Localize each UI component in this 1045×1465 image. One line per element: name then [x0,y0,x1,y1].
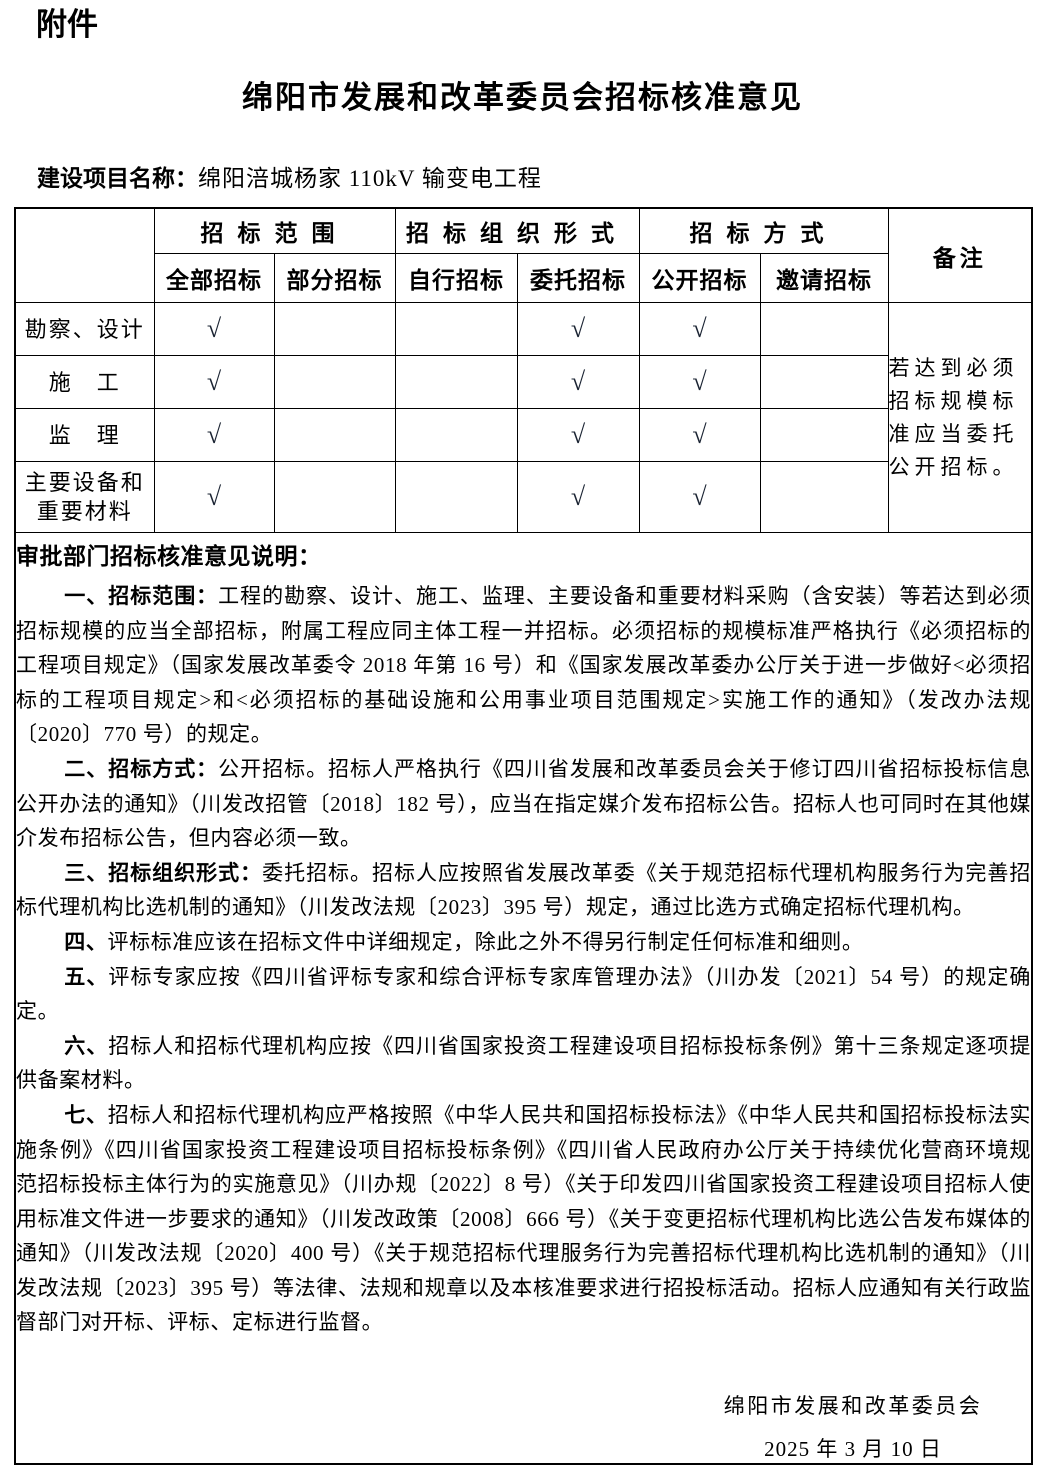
check-cell [273,461,396,533]
notes-heading: 审批部门招标核准意见说明： [16,543,322,569]
note-lead: 六、 [64,1033,109,1058]
check-cell: √ [153,355,275,409]
check-cell [394,408,518,462]
check-cell: √ [638,408,761,462]
check-cell: √ [638,302,761,356]
notes-row: 审批部门招标核准意见说明： 一、招标范围：工程的勘察、设计、施工、监理、主要设备… [14,532,1033,1465]
table-group-header-row: 招标范围 招标组织形式 招标方式 备注 [14,207,1033,303]
remark-header: 备注 [887,207,1033,303]
check-cell [273,302,396,356]
approval-table: 招标范围 招标组织形式 招标方式 备注 全部招标 部分招标 自行招标 委托招标 … [14,207,1033,1465]
sub-header-invited-bidding: 邀请招标 [759,253,889,303]
check-cell [394,302,518,356]
check-cell [273,408,396,462]
check-cell [759,355,889,409]
note-text: 招标人和招标代理机构应按《四川省国家投资工程建设项目招标投标条例》第十三条规定逐… [16,1033,1032,1093]
check-cell [394,355,518,409]
check-cell [759,461,889,533]
sub-header-partial-bidding: 部分招标 [273,253,396,303]
check-cell: √ [153,408,275,462]
attachment-label: 附件 [36,7,98,42]
note-text: 招标人和招标代理机构应严格按照《中华人民共和国招标投标法》《中华人民共和国招标投… [16,1102,1031,1335]
sub-header-self-bidding: 自行招标 [394,253,518,303]
note-text: 工程的勘察、设计、施工、监理、主要设备和重要材料采购（含安装）等若达到必须招标规… [16,584,1031,747]
group-header-bid-method: 招标方式 [638,207,889,254]
document-title: 绵阳市发展和改革委员会招标核准意见 [242,80,803,115]
note-lead: 一、招标范围： [64,584,219,608]
check-cell: √ [153,302,275,356]
row-label-construction: 施 工 [14,355,155,409]
group-header-bid-scope: 招标范围 [153,207,396,254]
note-lead: 五、 [64,964,109,989]
check-cell [759,408,889,462]
table-row-construction: 施 工 √ √ √ [14,355,1032,409]
note-lead: 二、招标方式： [64,756,219,781]
signature-org: 绵阳市发展和改革委员会 [723,1394,983,1419]
row-label-survey-design: 勘察、设计 [14,302,155,356]
group-header-organization-form: 招标组织形式 [394,207,640,254]
table-row-equipment-materials: 主要设备和 重要材料 √ √ √ [14,461,1032,533]
sub-header-full-bidding: 全部招标 [153,253,275,303]
table-row-supervision: 监 理 √ √ √ [14,408,1032,462]
table-row-survey-design: 勘察、设计 √ √ √ 若达到必须 招标规模标 准应当委托 公开招标。 [14,302,1033,533]
note-text: 评标专家应按《四川省评标专家和综合评标专家库管理办法》（川办发〔2021〕54 … [16,964,1031,1024]
corner-cell [14,207,155,303]
note-paragraph-3: 三、招标组织形式：委托招标。招标人应按照省发展改革委《关于规范招标代理机构服务行… [16,856,1031,925]
table-sub-header-row: 全部招标 部分招标 自行招标 委托招标 公开招标 邀请招标 [15,253,1032,303]
signature-block: 绵阳市发展和改革委员会 2025 年 3 月 10 日 [703,1390,1003,1463]
check-cell: √ [516,355,640,409]
check-cell [759,302,889,356]
check-cell [273,355,396,409]
row-label-supervision: 监 理 [14,408,155,462]
note-text: 公开招标。招标人严格执行《四川省发展和改革委员会关于修订四川省招标投标信息公开办… [16,756,1031,851]
document-page: { "page": { "attachment_label": "附件", "t… [14,7,1045,1465]
check-cell: √ [516,302,640,356]
check-cell: √ [638,461,761,533]
check-cell: √ [153,461,275,533]
note-paragraph-6: 六、招标人和招标代理机构应按《四川省国家投资工程建设项目招标投标条例》第十三条规… [16,1029,1031,1098]
note-paragraph-1: 一、招标范围：工程的勘察、设计、施工、监理、主要设备和重要材料采购（含安装）等若… [16,579,1031,752]
notes-section: 审批部门招标核准意见说明： 一、招标范围：工程的勘察、设计、施工、监理、主要设备… [14,532,1033,1465]
note-lead: 四、 [64,929,108,954]
remark-cell: 若达到必须 招标规模标 准应当委托 公开招标。 [887,302,1033,533]
note-paragraph-4: 四、评标标准应该在招标文件中详细规定，除此之外不得另行制定任何标准和细则。 [16,925,1031,960]
note-text: 评标标准应该在招标文件中详细规定，除此之外不得另行制定任何标准和细则。 [107,929,864,954]
note-paragraph-2: 二、招标方式：公开招标。招标人严格执行《四川省发展和改革委员会关于修订四川省招标… [16,752,1031,856]
note-text: 委托招标。招标人应按照省发展改革委《关于规范招标代理机构服务行为完善招标代理机构… [16,860,1031,920]
check-cell: √ [516,408,640,462]
check-cell: √ [516,461,640,533]
row-label-equipment-materials: 主要设备和 重要材料 [14,461,155,533]
project-name-label: 建设项目名称： [37,165,198,191]
note-lead: 三、招标组织形式： [64,860,263,885]
sub-header-open-bidding: 公开招标 [638,253,761,303]
check-cell [394,461,518,533]
signature-date: 2025 年 3 月 10 日 [764,1437,942,1462]
sub-header-entrusted-bidding: 委托招标 [516,253,640,303]
note-paragraph-7: 七、招标人和招标代理机构应严格按照《中华人民共和国招标投标法》《中华人民共和国招… [16,1098,1031,1340]
project-name-line: 建设项目名称：绵阳涪城杨家 110kV 输变电工程 [37,159,1045,193]
check-cell: √ [638,355,761,409]
note-paragraph-5: 五、评标专家应按《四川省评标专家和综合评标专家库管理办法》（川办发〔2021〕5… [16,960,1031,1029]
project-name-value: 绵阳涪城杨家 110kV 输变电工程 [198,166,542,191]
note-lead: 七、 [64,1102,108,1127]
